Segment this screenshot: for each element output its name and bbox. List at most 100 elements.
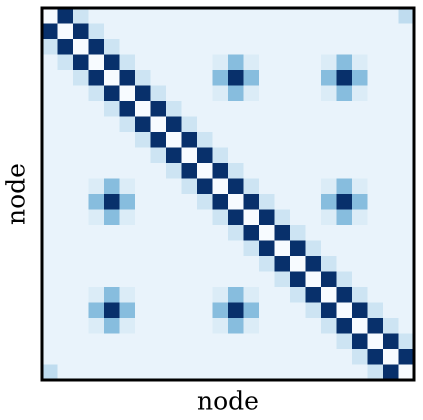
heatmap-cell bbox=[197, 225, 213, 241]
heatmap-cell bbox=[212, 132, 229, 148]
heatmap-cell bbox=[88, 194, 105, 210]
heatmap-cell bbox=[336, 194, 353, 210]
heatmap-cell bbox=[212, 178, 229, 195]
heatmap-cell bbox=[321, 271, 337, 288]
heatmap-cell bbox=[135, 147, 151, 164]
heatmap-cell bbox=[383, 349, 399, 365]
heatmap-cell bbox=[181, 318, 198, 334]
heatmap-cell bbox=[166, 85, 182, 102]
heatmap-cell bbox=[383, 302, 399, 319]
heatmap-cell bbox=[57, 116, 74, 133]
heatmap-cell bbox=[321, 256, 337, 272]
heatmap-cell bbox=[197, 349, 213, 365]
heatmap-cell bbox=[181, 178, 198, 195]
heatmap-cell bbox=[336, 256, 353, 272]
heatmap-cell bbox=[212, 8, 229, 24]
heatmap-cell bbox=[57, 132, 74, 148]
heatmap-cell bbox=[383, 101, 399, 117]
heatmap-cell bbox=[181, 302, 198, 319]
heatmap-cell bbox=[336, 85, 353, 102]
heatmap-cell bbox=[305, 271, 322, 288]
heatmap-cell bbox=[383, 194, 399, 210]
heatmap-cell bbox=[305, 302, 322, 319]
heatmap-cell bbox=[259, 54, 275, 71]
heatmap-cell bbox=[228, 194, 244, 210]
heatmap-cell bbox=[212, 70, 229, 86]
heatmap-cell bbox=[166, 287, 182, 303]
heatmap-cell bbox=[197, 39, 213, 55]
heatmap-cell bbox=[119, 101, 136, 117]
heatmap-cell bbox=[104, 256, 120, 272]
heatmap-cell bbox=[274, 54, 291, 71]
heatmap-cell bbox=[150, 225, 167, 241]
heatmap-cell bbox=[212, 101, 229, 117]
heatmap-cell bbox=[305, 256, 322, 272]
heatmap-cell bbox=[150, 287, 167, 303]
heatmap-cell bbox=[73, 194, 89, 210]
heatmap-cell bbox=[104, 178, 120, 195]
heatmap-cell bbox=[119, 302, 136, 319]
heatmap-cell bbox=[367, 39, 384, 55]
heatmap-cell bbox=[104, 23, 120, 40]
heatmap-cell bbox=[398, 39, 415, 55]
heatmap-cell bbox=[119, 271, 136, 288]
heatmap-cell bbox=[104, 349, 120, 365]
heatmap-cell bbox=[119, 39, 136, 55]
heatmap-cell bbox=[305, 333, 322, 350]
heatmap-cell bbox=[274, 132, 291, 148]
heatmap-cell bbox=[352, 194, 368, 210]
heatmap-cell bbox=[135, 287, 151, 303]
heatmap-cell bbox=[367, 240, 384, 257]
heatmap-cell bbox=[166, 178, 182, 195]
heatmap-cell bbox=[197, 23, 213, 40]
heatmap-cell bbox=[212, 287, 229, 303]
heatmap-cell bbox=[212, 85, 229, 102]
heatmap-cell bbox=[135, 85, 151, 102]
heatmap-cell bbox=[166, 132, 182, 148]
heatmap-cell bbox=[259, 116, 275, 133]
heatmap-cell bbox=[197, 101, 213, 117]
heatmap-cell bbox=[135, 116, 151, 133]
heatmap-cell bbox=[336, 209, 353, 226]
heatmap-cell bbox=[73, 132, 89, 148]
heatmap-cell bbox=[104, 240, 120, 257]
heatmap-cell bbox=[88, 240, 105, 257]
heatmap-cell bbox=[383, 163, 399, 179]
heatmap-cell bbox=[243, 39, 260, 55]
heatmap-cell bbox=[119, 8, 136, 24]
heatmap-cell bbox=[57, 39, 74, 55]
heatmap-cell bbox=[212, 318, 229, 334]
heatmap-cell bbox=[166, 8, 182, 24]
heatmap-cell bbox=[290, 178, 306, 195]
heatmap-cell bbox=[197, 364, 213, 381]
heatmap-cell bbox=[73, 364, 89, 381]
heatmap-cell bbox=[42, 85, 58, 102]
heatmap-cell bbox=[398, 147, 415, 164]
heatmap-cell bbox=[383, 85, 399, 102]
heatmap-cell bbox=[197, 147, 213, 164]
heatmap-cell bbox=[383, 132, 399, 148]
heatmap-cell bbox=[150, 271, 167, 288]
heatmap-cell bbox=[243, 70, 260, 86]
heatmap-cell bbox=[57, 194, 74, 210]
heatmap-cell bbox=[259, 163, 275, 179]
heatmap-cell bbox=[228, 147, 244, 164]
heatmap-cell bbox=[88, 333, 105, 350]
heatmap-cell bbox=[73, 225, 89, 241]
heatmap-cell bbox=[150, 302, 167, 319]
heatmap-cell bbox=[243, 85, 260, 102]
heatmap-cell bbox=[228, 8, 244, 24]
heatmap-cell bbox=[367, 163, 384, 179]
heatmap-cell bbox=[197, 178, 213, 195]
heatmap-cell bbox=[166, 70, 182, 86]
heatmap-cell bbox=[119, 132, 136, 148]
heatmap-cell bbox=[305, 349, 322, 365]
heatmap-cell bbox=[367, 318, 384, 334]
heatmap-cell bbox=[321, 287, 337, 303]
heatmap-cell bbox=[398, 178, 415, 195]
heatmap-cell bbox=[367, 116, 384, 133]
heatmap-cell bbox=[42, 333, 58, 350]
heatmap-cell bbox=[181, 70, 198, 86]
heatmap-cell bbox=[259, 318, 275, 334]
heatmap-cell bbox=[119, 240, 136, 257]
